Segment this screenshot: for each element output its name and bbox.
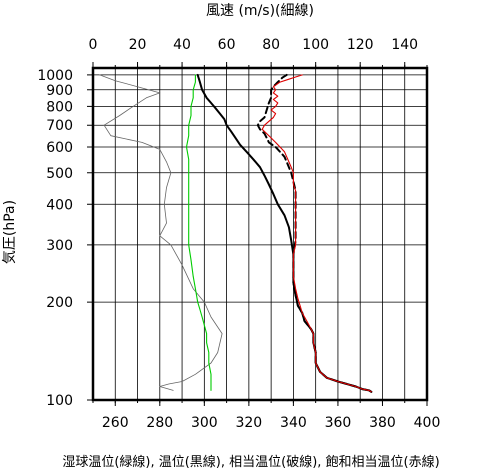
x-top-tick-label: 100 [302,37,329,53]
series-line-wet_bulb_theta [185,74,212,391]
y-tick-label: 600 [46,140,73,156]
y-tick-label: 200 [46,295,73,311]
x-bottom-tick-label: 380 [369,415,396,431]
x-top-tick-label: 60 [218,37,236,53]
x-bottom-tick-label: 320 [235,415,262,431]
x-top-tick-label: 20 [129,37,147,53]
x-bottom-tick-label: 360 [325,415,352,431]
x-bottom-tick-label: 340 [280,415,307,431]
y-tick-label: 100 [46,393,73,409]
x-bottom-tick-label: 280 [146,415,173,431]
top-axis-label: 風速 (m/s)(細線) [206,3,314,19]
x-top-tick-label: 80 [262,37,280,53]
y-axis-label: 気圧(hPa) [2,200,18,264]
x-top-tick-label: 0 [89,37,98,53]
series-line-wind [99,74,223,391]
x-top-tick-label: 120 [347,37,374,53]
y-tick-label: 1000 [37,68,73,84]
y-tick-label: 400 [46,197,73,213]
series-line-saturated_equivalent_theta [261,74,372,393]
x-top-tick-label: 140 [391,37,418,53]
y-tick-label: 800 [46,99,73,115]
bottom-axis-label: 湿球温位(緑線), 温位(黒線), 相当温位(破線), 飽和相当温位(赤線) [62,454,439,470]
y-tick-label: 500 [46,166,73,182]
x-bottom-tick-label: 300 [191,415,218,431]
series-line-theta [196,73,373,393]
y-tick-label: 700 [46,118,73,134]
y-tick-label: 300 [46,238,73,254]
x-bottom-tick-label: 400 [414,415,441,431]
y-tick-label: 900 [46,83,73,99]
plot-frame [91,66,429,402]
x-top-tick-label: 40 [173,37,191,53]
x-bottom-tick-label: 260 [102,415,129,431]
